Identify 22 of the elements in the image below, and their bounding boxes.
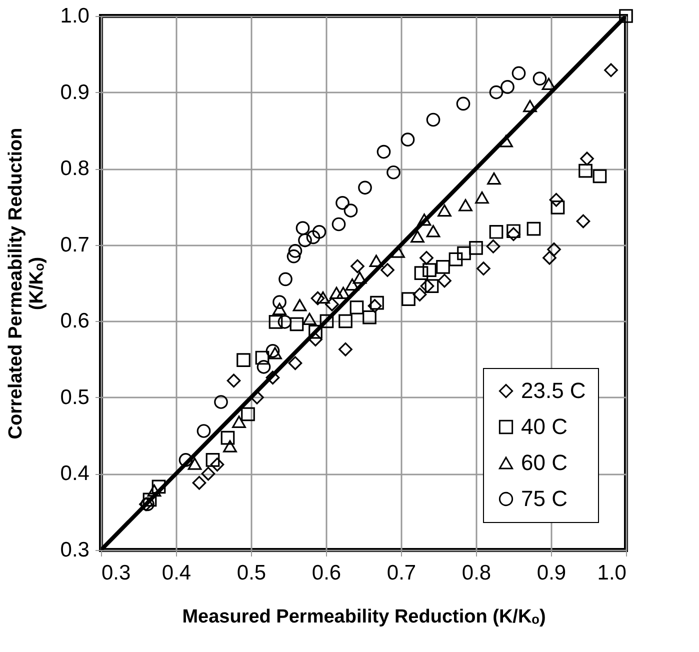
y-axis-title: Correlated Permeability Reduction (K/Kₒ) — [5, 128, 48, 440]
x-tick-label: 1.0 — [597, 562, 626, 584]
y-tick-label: 0.6 — [60, 310, 90, 333]
x-tick-label: 0.7 — [386, 562, 416, 584]
y-tick-label: 0.9 — [60, 80, 90, 104]
legend-label: 23.5 C — [521, 378, 586, 403]
legend-label: 40 C — [521, 414, 568, 439]
y-tick-label: 1.0 — [60, 4, 90, 28]
legend-label: 60 C — [521, 450, 568, 475]
x-axis-title: Measured Permeability Reduction (K/Kₒ) — [182, 606, 546, 628]
x-tick-label: 0.8 — [462, 562, 492, 584]
legend-label: 75 C — [521, 486, 568, 511]
y-tick-label: 0.7 — [60, 233, 90, 256]
x-tick-label: 0.6 — [312, 562, 342, 584]
x-tick-label: 0.3 — [102, 562, 131, 584]
x-tick-label: 0.9 — [536, 562, 566, 584]
x-tick-label: 0.4 — [162, 562, 192, 584]
y-tick-label: 0.3 — [60, 538, 90, 562]
x-tick-label: 0.5 — [236, 562, 266, 584]
y-tick-label: 0.8 — [60, 157, 90, 180]
y-tick-label: 0.5 — [60, 386, 90, 409]
y-tick-label: 0.4 — [60, 462, 90, 486]
